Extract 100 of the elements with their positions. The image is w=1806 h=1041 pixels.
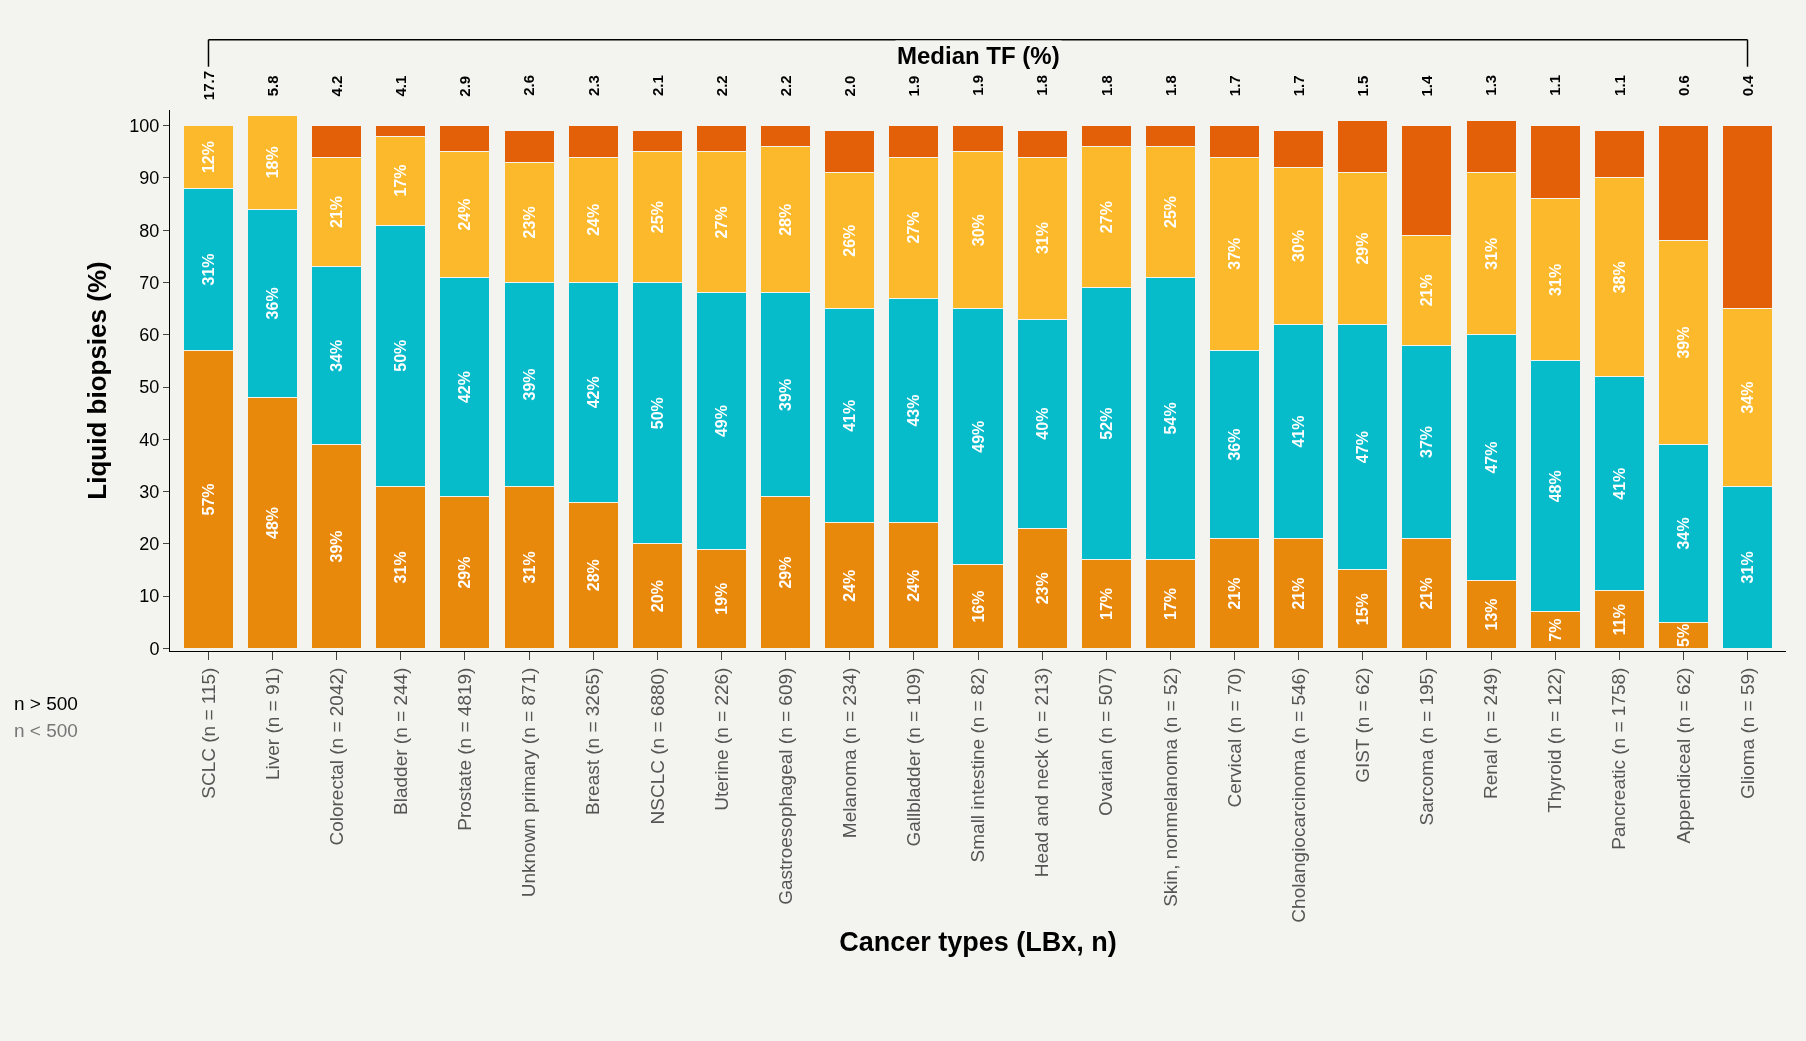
data-label: 49% (712, 404, 730, 438)
data-label: 21% (1226, 577, 1244, 610)
data-label: 47% (1354, 431, 1372, 464)
text: 1.3 (1482, 74, 1500, 96)
x-tick-label: Prostate (n = 4819) (454, 667, 476, 831)
data-label: 21% (1418, 274, 1436, 307)
data-label: 39% (777, 378, 795, 411)
data-label: 36% (264, 287, 282, 320)
data-label: 30% (969, 214, 987, 247)
data-label: 29% (456, 556, 474, 589)
x-tick-label: GIST (n = 62) (1351, 667, 1373, 783)
text: 0.6 (1674, 75, 1692, 97)
data-label: 17% (1161, 587, 1179, 620)
data-label: 47% (1482, 441, 1500, 474)
data-label: 31% (1739, 551, 1757, 584)
x-tick-label: Bladder (n = 244) (390, 667, 412, 815)
data-label: 19% (712, 582, 730, 615)
data-label: 50% (648, 397, 666, 430)
text: n > 500 (14, 693, 78, 714)
y-tick-label: 60 (139, 325, 160, 346)
y-tick-label: 100 (129, 115, 160, 136)
data-label: 29% (1354, 232, 1372, 265)
data-label: 34% (328, 339, 346, 372)
data-label: 18% (264, 146, 282, 179)
x-tick-label: Sarcoma (n = 195) (1416, 667, 1438, 826)
data-label: 48% (264, 506, 282, 539)
data-label: 54% (1161, 402, 1179, 435)
y-tick-label: 70 (139, 272, 160, 293)
x-tick-label: Unknown primary (n = 871) (518, 667, 540, 898)
data-label: 17% (1097, 587, 1115, 620)
data-label: 31% (1546, 263, 1564, 296)
y-tick-label: 40 (139, 429, 160, 450)
x-tick-label: Appendiceal (n = 62) (1672, 667, 1694, 844)
data-label: 39% (520, 368, 538, 401)
text: 17.7 (199, 70, 217, 101)
data-label: 34% (1739, 381, 1757, 414)
x-tick-label: Ovarian (n = 507) (1095, 667, 1117, 816)
data-label: 39% (328, 530, 346, 563)
text: 4.2 (328, 75, 346, 97)
y-tick-label: 0 (149, 638, 160, 659)
y-tick-label: 30 (139, 481, 160, 502)
text: n < 500 (14, 720, 78, 741)
data-label: 30% (1290, 229, 1308, 262)
x-tick-label: SCLC (n = 115) (197, 667, 219, 799)
data-label: 50% (392, 339, 410, 372)
data-label: 23% (520, 206, 538, 239)
text: 1.5 (1354, 75, 1372, 97)
data-label: 31% (1482, 237, 1500, 270)
data-label: 21% (1290, 577, 1308, 610)
y-tick-label: 80 (139, 220, 160, 241)
text: 1.7 (1225, 75, 1243, 97)
text: 1.8 (1097, 75, 1115, 96)
data-label: 40% (1033, 407, 1051, 440)
text: Median TF (%) (897, 42, 1060, 69)
data-label: 31% (199, 253, 217, 286)
data-label: 13% (1482, 598, 1500, 631)
data-label: 21% (1418, 577, 1436, 610)
data-label: 31% (392, 551, 410, 584)
text: 2.9 (456, 75, 474, 97)
x-tick-label: Small intestine (n = 82) (967, 667, 989, 863)
data-label: 49% (969, 420, 987, 453)
text: 1.4 (1418, 75, 1436, 97)
data-label: 37% (1418, 425, 1436, 458)
data-label: 43% (905, 394, 923, 427)
x-tick-label: Uterine (n = 226) (710, 667, 732, 811)
data-label: 37% (1226, 237, 1244, 270)
data-label: 26% (841, 224, 859, 257)
x-axis-title: Cancer types (LBx, n) (839, 927, 1117, 958)
data-label: 7% (1546, 618, 1564, 642)
data-label: 42% (456, 371, 474, 404)
x-tick-label: NSCLC (n = 6880) (646, 667, 668, 825)
data-label: 12% (199, 141, 217, 174)
y-tick-label: 90 (139, 168, 160, 189)
data-label: 57% (199, 483, 217, 516)
data-label: 23% (1033, 572, 1051, 605)
x-tick-label: Melanoma (n = 234) (838, 667, 860, 839)
data-label: 24% (841, 569, 859, 602)
data-label: 25% (648, 201, 666, 234)
x-tick-label: Cervical (n = 70) (1223, 667, 1245, 808)
data-label: 31% (1033, 222, 1051, 255)
data-label: 11% (1610, 604, 1628, 636)
data-label: 24% (456, 198, 474, 231)
data-label: 24% (584, 203, 602, 236)
x-tick-label: Head and neck (n = 213) (1031, 667, 1053, 878)
x-tick-label: Breast (n = 3265) (582, 667, 604, 815)
data-label: 34% (1674, 517, 1692, 550)
data-label: 39% (1674, 326, 1692, 359)
x-tick-label: Glioma (n = 59) (1736, 667, 1758, 800)
data-label: 41% (1610, 467, 1628, 500)
y-tick-label: 10 (139, 586, 160, 607)
data-label: 31% (520, 551, 538, 584)
text: 5.8 (263, 75, 281, 97)
x-tick-label: Gastroesophageal (n = 609) (774, 667, 796, 905)
data-label: 29% (777, 556, 795, 589)
text: 2.6 (520, 74, 538, 96)
data-label: 27% (1097, 201, 1115, 234)
text: 1.8 (1033, 74, 1051, 96)
data-label: 52% (1097, 407, 1115, 440)
text: 1.8 (1161, 75, 1179, 97)
text: 1.9 (969, 74, 987, 96)
